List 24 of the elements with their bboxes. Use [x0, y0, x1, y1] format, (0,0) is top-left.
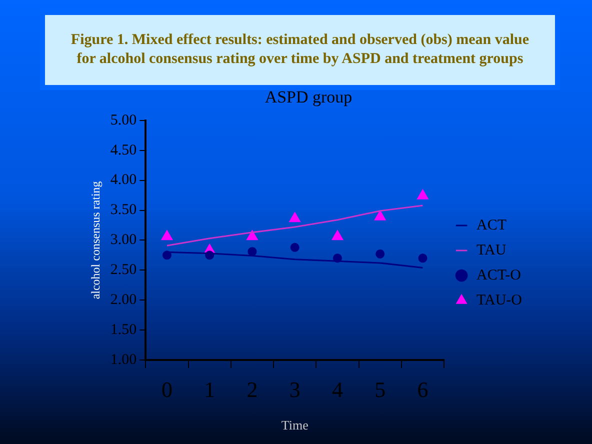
x-tick-label: 5: [374, 376, 386, 402]
y-tick-label: 5.00: [110, 112, 137, 128]
y-axis-title: alcohol consensus rating: [88, 181, 102, 300]
y-tick-label: 4.50: [110, 142, 137, 158]
y-tick-label: 3.00: [110, 232, 137, 248]
chart-title: Figure 1. Mixed effect results: estimated and observed (obs) mean value for alcohol consensus rating over time by ASPD and treatment groups: [45, 15, 555, 85]
x-tick-label: 2: [246, 376, 258, 402]
y-tick-label: 3.50: [110, 202, 137, 218]
y-tick-label: 1.50: [110, 322, 137, 338]
legend-label: ACT: [476, 217, 507, 234]
y-tick-label: 2.50: [110, 262, 137, 278]
x-tick-label: 4: [332, 376, 343, 402]
legend-label: TAU-O: [476, 292, 522, 308]
y-tick-label: 4.00: [110, 172, 137, 188]
x-axis-title: Time: [281, 418, 309, 433]
x-tick-label: 0: [161, 376, 172, 402]
x-tick-label: 1: [204, 376, 216, 402]
x-tick-label: 6: [417, 376, 428, 402]
legend-label: ACT-O: [476, 267, 522, 284]
legend-label: TAU: [476, 242, 506, 258]
chart-subtitle: ASPD group: [264, 88, 352, 107]
x-tick-label: 3: [289, 376, 300, 402]
y-tick-label: 1.00: [110, 352, 137, 368]
y-tick-label: 2.00: [110, 292, 137, 308]
